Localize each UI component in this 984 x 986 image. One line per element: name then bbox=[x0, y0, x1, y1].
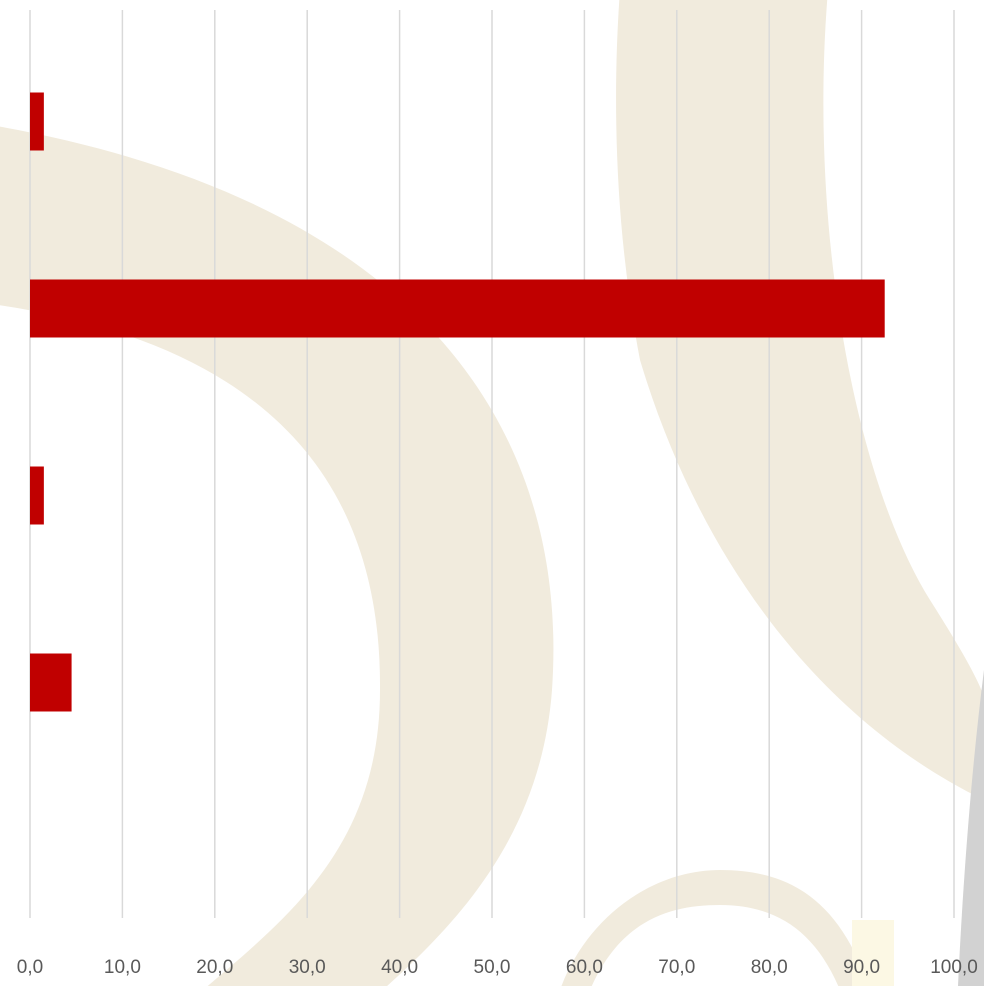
x-tick-label: 90,0 bbox=[843, 957, 880, 978]
x-tick-label: 30,0 bbox=[289, 957, 326, 978]
watermark-arc-right bbox=[616, 0, 984, 800]
bars bbox=[30, 92, 885, 712]
gridlines bbox=[29, 10, 955, 918]
watermark-block-accent bbox=[852, 920, 894, 986]
x-tick-label: 10,0 bbox=[104, 957, 141, 978]
bar bbox=[30, 653, 72, 712]
watermark-shadow-strip bbox=[958, 670, 984, 986]
bar bbox=[30, 279, 885, 338]
bar bbox=[30, 92, 44, 151]
x-tick-label: 50,0 bbox=[474, 957, 511, 978]
watermark-arc-large bbox=[0, 126, 554, 986]
x-tick-label: 60,0 bbox=[566, 957, 603, 978]
x-axis-tick-labels: 0,0 10,0 20,0 30,0 40,0 50,0 60,0 70,0 80,0 90,0 1… bbox=[17, 957, 978, 978]
x-tick-label: 70,0 bbox=[658, 957, 695, 978]
x-tick-label: 20,0 bbox=[196, 957, 233, 978]
watermark-ring-bottom bbox=[561, 870, 869, 986]
x-tick-label: 100,0 bbox=[930, 957, 978, 978]
x-tick-label: 80,0 bbox=[751, 957, 788, 978]
x-tick-label: 0,0 bbox=[17, 957, 43, 978]
bar bbox=[30, 466, 44, 525]
x-tick-label: 40,0 bbox=[381, 957, 418, 978]
